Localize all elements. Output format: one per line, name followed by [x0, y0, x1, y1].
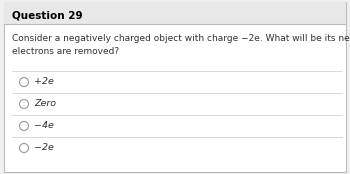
Text: −2e: −2e: [34, 144, 54, 152]
Text: +2e: +2e: [34, 77, 54, 86]
Text: Consider a negatively charged object with charge −2e. What will be its net charg: Consider a negatively charged object wit…: [12, 34, 350, 56]
FancyBboxPatch shape: [4, 2, 346, 24]
FancyBboxPatch shape: [4, 2, 346, 172]
Text: −4e: −4e: [34, 121, 54, 130]
Text: Question 29: Question 29: [12, 10, 83, 20]
Text: Zero: Zero: [34, 100, 56, 109]
